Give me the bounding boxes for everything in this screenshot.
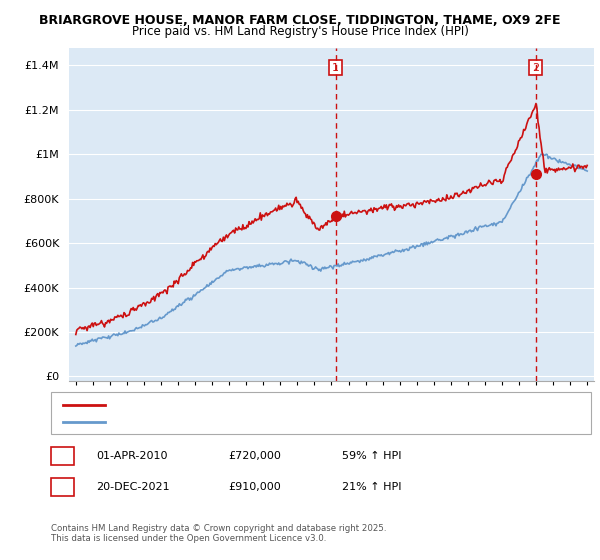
- Text: BRIARGROVE HOUSE, MANOR FARM CLOSE, TIDDINGTON, THAME, OX9 2FE: BRIARGROVE HOUSE, MANOR FARM CLOSE, TIDD…: [39, 14, 561, 27]
- Text: HPI: Average price, detached house, South Oxfordshire: HPI: Average price, detached house, Sout…: [111, 418, 373, 427]
- Text: 01-APR-2010: 01-APR-2010: [96, 451, 167, 461]
- Text: £910,000: £910,000: [228, 482, 281, 492]
- Text: 2: 2: [532, 63, 539, 73]
- Text: Contains HM Land Registry data © Crown copyright and database right 2025.
This d: Contains HM Land Registry data © Crown c…: [51, 524, 386, 543]
- Text: 59% ↑ HPI: 59% ↑ HPI: [342, 451, 401, 461]
- Text: 2: 2: [58, 480, 67, 494]
- Text: BRIARGROVE HOUSE, MANOR FARM CLOSE, TIDDINGTON, THAME, OX9 2FE (detached house): BRIARGROVE HOUSE, MANOR FARM CLOSE, TIDD…: [111, 400, 551, 409]
- Text: 1: 1: [332, 63, 339, 73]
- Text: 20-DEC-2021: 20-DEC-2021: [96, 482, 170, 492]
- Text: 1: 1: [58, 450, 67, 463]
- Text: Price paid vs. HM Land Registry's House Price Index (HPI): Price paid vs. HM Land Registry's House …: [131, 25, 469, 38]
- Text: 21% ↑ HPI: 21% ↑ HPI: [342, 482, 401, 492]
- Text: £720,000: £720,000: [228, 451, 281, 461]
